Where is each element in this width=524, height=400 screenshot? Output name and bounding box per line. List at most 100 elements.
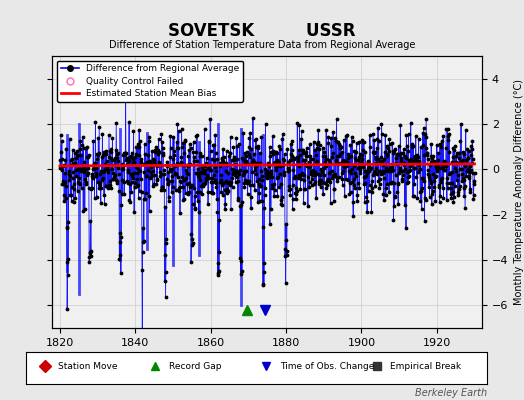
Point bbox=[373, 136, 381, 142]
Point bbox=[405, 172, 413, 179]
Point bbox=[175, 185, 183, 192]
Point bbox=[113, 180, 122, 186]
Point bbox=[85, 248, 94, 255]
Text: Difference of Station Temperature Data from Regional Average: Difference of Station Temperature Data f… bbox=[109, 40, 415, 50]
Point bbox=[347, 170, 355, 176]
Point bbox=[265, 174, 273, 181]
Point bbox=[363, 170, 371, 176]
Point bbox=[275, 158, 283, 165]
Point bbox=[69, 160, 77, 166]
Point bbox=[389, 217, 398, 224]
Point bbox=[434, 150, 442, 157]
Point bbox=[258, 172, 266, 179]
Point bbox=[219, 191, 227, 198]
Point bbox=[105, 182, 114, 188]
Point bbox=[440, 159, 449, 165]
Point bbox=[98, 177, 106, 183]
Point bbox=[171, 170, 180, 176]
Point bbox=[192, 132, 201, 139]
Point bbox=[103, 158, 111, 164]
Point bbox=[294, 172, 303, 178]
Point bbox=[164, 169, 172, 175]
Point bbox=[471, 170, 479, 176]
Point bbox=[179, 162, 187, 168]
Point bbox=[460, 193, 468, 199]
Point bbox=[195, 188, 204, 195]
Point bbox=[307, 168, 315, 174]
Point bbox=[256, 160, 265, 166]
Point bbox=[233, 174, 241, 180]
Text: Empirical Break: Empirical Break bbox=[390, 362, 462, 371]
Point bbox=[211, 150, 220, 156]
Point bbox=[171, 171, 180, 177]
Point bbox=[302, 148, 310, 155]
Point bbox=[311, 179, 319, 186]
Point bbox=[145, 193, 153, 199]
Point bbox=[320, 180, 329, 186]
Point bbox=[245, 144, 254, 150]
Point bbox=[108, 157, 116, 163]
Point bbox=[313, 140, 322, 147]
Point bbox=[181, 190, 190, 196]
Point bbox=[325, 178, 334, 185]
Point bbox=[322, 184, 331, 191]
Point bbox=[352, 157, 360, 163]
Point bbox=[463, 146, 472, 152]
Point bbox=[112, 146, 120, 153]
Point bbox=[74, 166, 82, 172]
Point bbox=[163, 180, 172, 186]
Point bbox=[152, 162, 161, 169]
Point bbox=[365, 168, 373, 174]
Point bbox=[118, 191, 127, 197]
Point bbox=[310, 139, 318, 145]
Point bbox=[130, 184, 139, 190]
Point bbox=[315, 181, 323, 187]
Point bbox=[374, 178, 383, 184]
Point bbox=[111, 162, 119, 168]
Point bbox=[184, 147, 193, 153]
Point bbox=[261, 170, 270, 176]
Point bbox=[127, 178, 136, 185]
Point bbox=[415, 158, 423, 164]
Point bbox=[208, 189, 216, 195]
Point bbox=[270, 180, 278, 187]
Point bbox=[228, 174, 236, 181]
Point bbox=[438, 161, 446, 167]
Point bbox=[66, 192, 74, 198]
Point bbox=[188, 236, 196, 242]
Point bbox=[463, 168, 471, 174]
Point bbox=[214, 268, 223, 274]
Point bbox=[413, 159, 422, 166]
Point bbox=[363, 209, 371, 216]
Point bbox=[406, 163, 414, 170]
Point bbox=[282, 221, 290, 227]
Point bbox=[418, 175, 426, 181]
Point bbox=[321, 159, 330, 165]
Point bbox=[125, 197, 134, 204]
Point bbox=[304, 164, 313, 170]
Point bbox=[141, 196, 149, 202]
Point bbox=[139, 225, 147, 232]
Point bbox=[298, 170, 307, 176]
Point bbox=[436, 140, 444, 147]
Point bbox=[94, 135, 103, 141]
Point bbox=[361, 168, 369, 174]
Point bbox=[319, 153, 328, 159]
Point bbox=[429, 170, 437, 177]
Point bbox=[395, 170, 403, 176]
Point bbox=[452, 167, 460, 174]
Point bbox=[134, 194, 143, 201]
Point bbox=[394, 201, 402, 208]
Point bbox=[446, 190, 455, 197]
Point bbox=[410, 164, 418, 171]
Point bbox=[344, 162, 352, 168]
Point bbox=[170, 148, 179, 155]
Point bbox=[402, 225, 410, 231]
Point bbox=[311, 146, 319, 153]
Point bbox=[113, 178, 121, 184]
Point bbox=[255, 180, 263, 187]
Point bbox=[90, 166, 98, 172]
Point bbox=[178, 184, 187, 190]
Point bbox=[85, 254, 94, 261]
Point bbox=[62, 195, 70, 202]
